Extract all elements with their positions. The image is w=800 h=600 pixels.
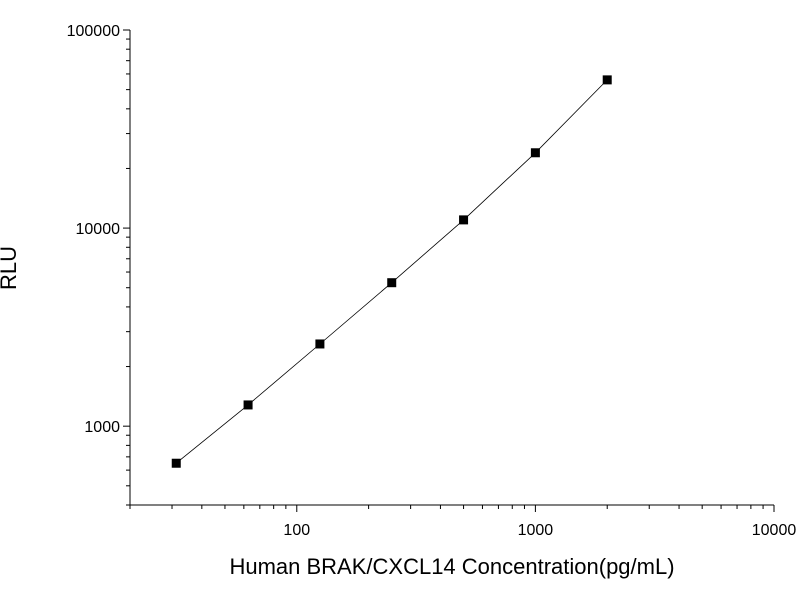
x-tick-label: 100: [283, 522, 310, 539]
data-point: [530, 148, 540, 158]
y-tick-label: 100000: [67, 23, 120, 40]
x-axis-title: Human BRAK/CXCL14 Concentration(pg/mL): [229, 554, 674, 579]
data-point: [171, 458, 181, 468]
data-point: [243, 400, 253, 410]
data-point: [459, 215, 469, 225]
y-axis-title: RLU: [0, 246, 21, 290]
x-tick-label: 1000: [518, 522, 554, 539]
ticks: 100 1000 10000 1000 10000 100000: [67, 23, 797, 539]
series-group: [171, 75, 612, 468]
y-tick-label: 10000: [76, 221, 121, 238]
data-point: [387, 278, 397, 288]
axes: [129, 30, 774, 506]
data-point: [315, 339, 325, 349]
x-tick-label: 10000: [752, 522, 797, 539]
series-line: [175, 79, 608, 464]
data-point: [602, 75, 612, 85]
y-tick-label: 1000: [84, 419, 120, 436]
